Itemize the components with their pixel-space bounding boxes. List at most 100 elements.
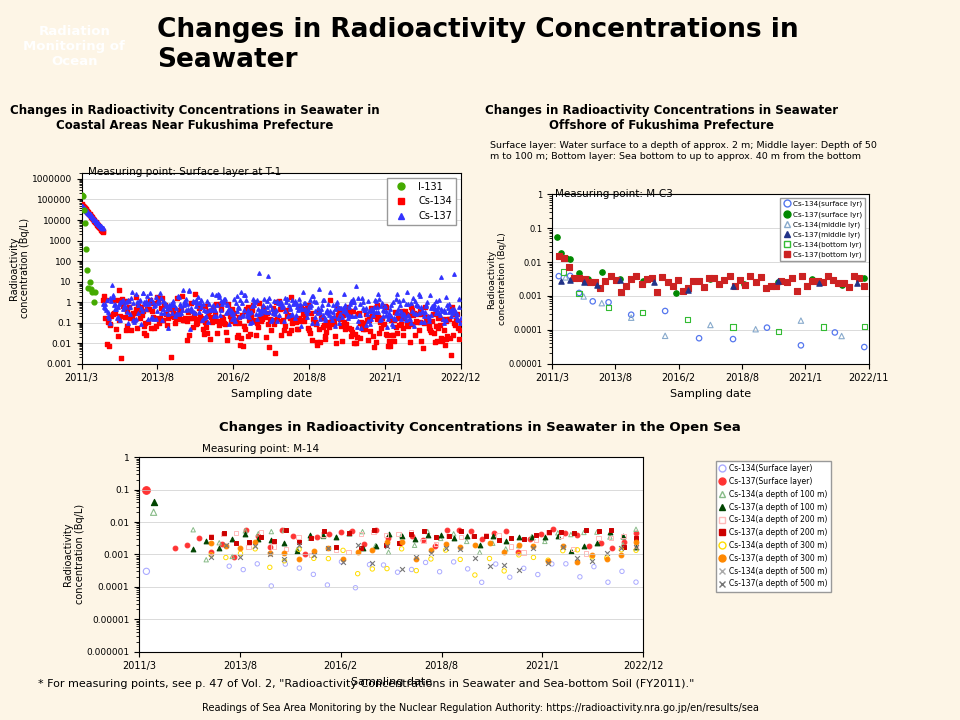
Point	[239, 307, 254, 319]
Point	[341, 322, 356, 333]
Point	[82, 209, 97, 220]
Point	[204, 304, 219, 315]
Point	[105, 279, 120, 290]
Point	[205, 315, 221, 327]
Point	[383, 300, 398, 311]
Point	[160, 312, 176, 324]
Point	[420, 310, 436, 322]
Point	[214, 305, 229, 316]
Point	[511, 531, 526, 543]
Point	[84, 211, 100, 222]
Point	[613, 287, 629, 298]
Point	[446, 556, 462, 567]
Point	[384, 330, 399, 341]
Point	[540, 557, 556, 569]
Point	[551, 271, 566, 282]
Point	[94, 225, 109, 236]
Point	[223, 310, 238, 322]
Point	[516, 546, 531, 558]
Point	[381, 335, 396, 346]
Point	[272, 295, 287, 307]
Point	[555, 545, 570, 557]
Text: Surface layer: Water surface to a depth of approx. 2 m; Middle layer: Depth of 5: Surface layer: Water surface to a depth …	[491, 140, 877, 161]
Point	[355, 296, 371, 307]
Point	[227, 307, 242, 318]
Point	[434, 271, 449, 283]
Point	[398, 298, 414, 310]
Point	[231, 318, 247, 329]
Point	[563, 253, 578, 264]
Point	[234, 310, 250, 321]
Point	[429, 305, 444, 316]
Point	[76, 201, 91, 212]
Point	[306, 552, 322, 564]
Point	[179, 334, 194, 346]
Point	[416, 317, 431, 328]
Point	[358, 302, 373, 314]
Point	[612, 273, 628, 284]
Point	[363, 314, 378, 325]
Point	[235, 310, 251, 321]
Point	[635, 275, 650, 287]
Point	[185, 524, 201, 536]
Point	[93, 224, 108, 235]
Point	[304, 334, 320, 346]
Point	[133, 301, 149, 312]
Point	[313, 303, 328, 315]
Point	[238, 525, 253, 536]
Point	[396, 294, 411, 306]
Point	[696, 282, 711, 293]
Point	[166, 300, 181, 311]
Point	[431, 323, 446, 334]
Point	[658, 305, 673, 317]
Point	[235, 341, 251, 352]
Point	[390, 307, 405, 319]
Point	[233, 287, 249, 298]
Point	[443, 332, 458, 343]
Point	[204, 538, 219, 549]
Point	[138, 484, 154, 495]
Point	[425, 307, 441, 319]
Point	[558, 271, 573, 283]
Point	[553, 529, 568, 541]
Point	[223, 306, 238, 318]
Point	[598, 275, 613, 287]
Point	[291, 304, 306, 315]
Point	[769, 280, 784, 292]
Point	[423, 302, 439, 314]
Point	[204, 549, 219, 561]
X-axis label: Sampling date: Sampling date	[670, 389, 751, 399]
Point	[366, 330, 381, 341]
Point	[379, 321, 395, 333]
Point	[255, 299, 271, 310]
Point	[463, 526, 478, 537]
Point	[141, 297, 156, 309]
Point	[396, 309, 411, 320]
Point	[377, 300, 393, 312]
Point	[298, 312, 313, 323]
Point	[165, 295, 180, 307]
Point	[314, 312, 329, 323]
Point	[286, 315, 301, 327]
Text: Changes in Radioactivity Concentrations in Seawater
Offshore of Fukushima Prefec: Changes in Radioactivity Concentrations …	[485, 104, 838, 132]
Point	[589, 526, 605, 538]
Point	[126, 314, 141, 325]
Point	[680, 284, 695, 296]
Point	[658, 330, 673, 341]
Point	[335, 319, 350, 330]
Point	[354, 292, 370, 304]
Point	[246, 299, 261, 310]
Point	[267, 319, 282, 330]
Point	[191, 302, 206, 313]
Point	[442, 299, 457, 310]
Point	[249, 308, 264, 320]
Point	[199, 554, 214, 565]
Point	[175, 284, 190, 296]
Point	[771, 276, 786, 288]
Point	[423, 310, 439, 321]
Point	[564, 528, 579, 540]
Point	[89, 218, 105, 230]
Point	[335, 549, 350, 561]
Point	[223, 305, 238, 316]
Point	[157, 300, 173, 311]
